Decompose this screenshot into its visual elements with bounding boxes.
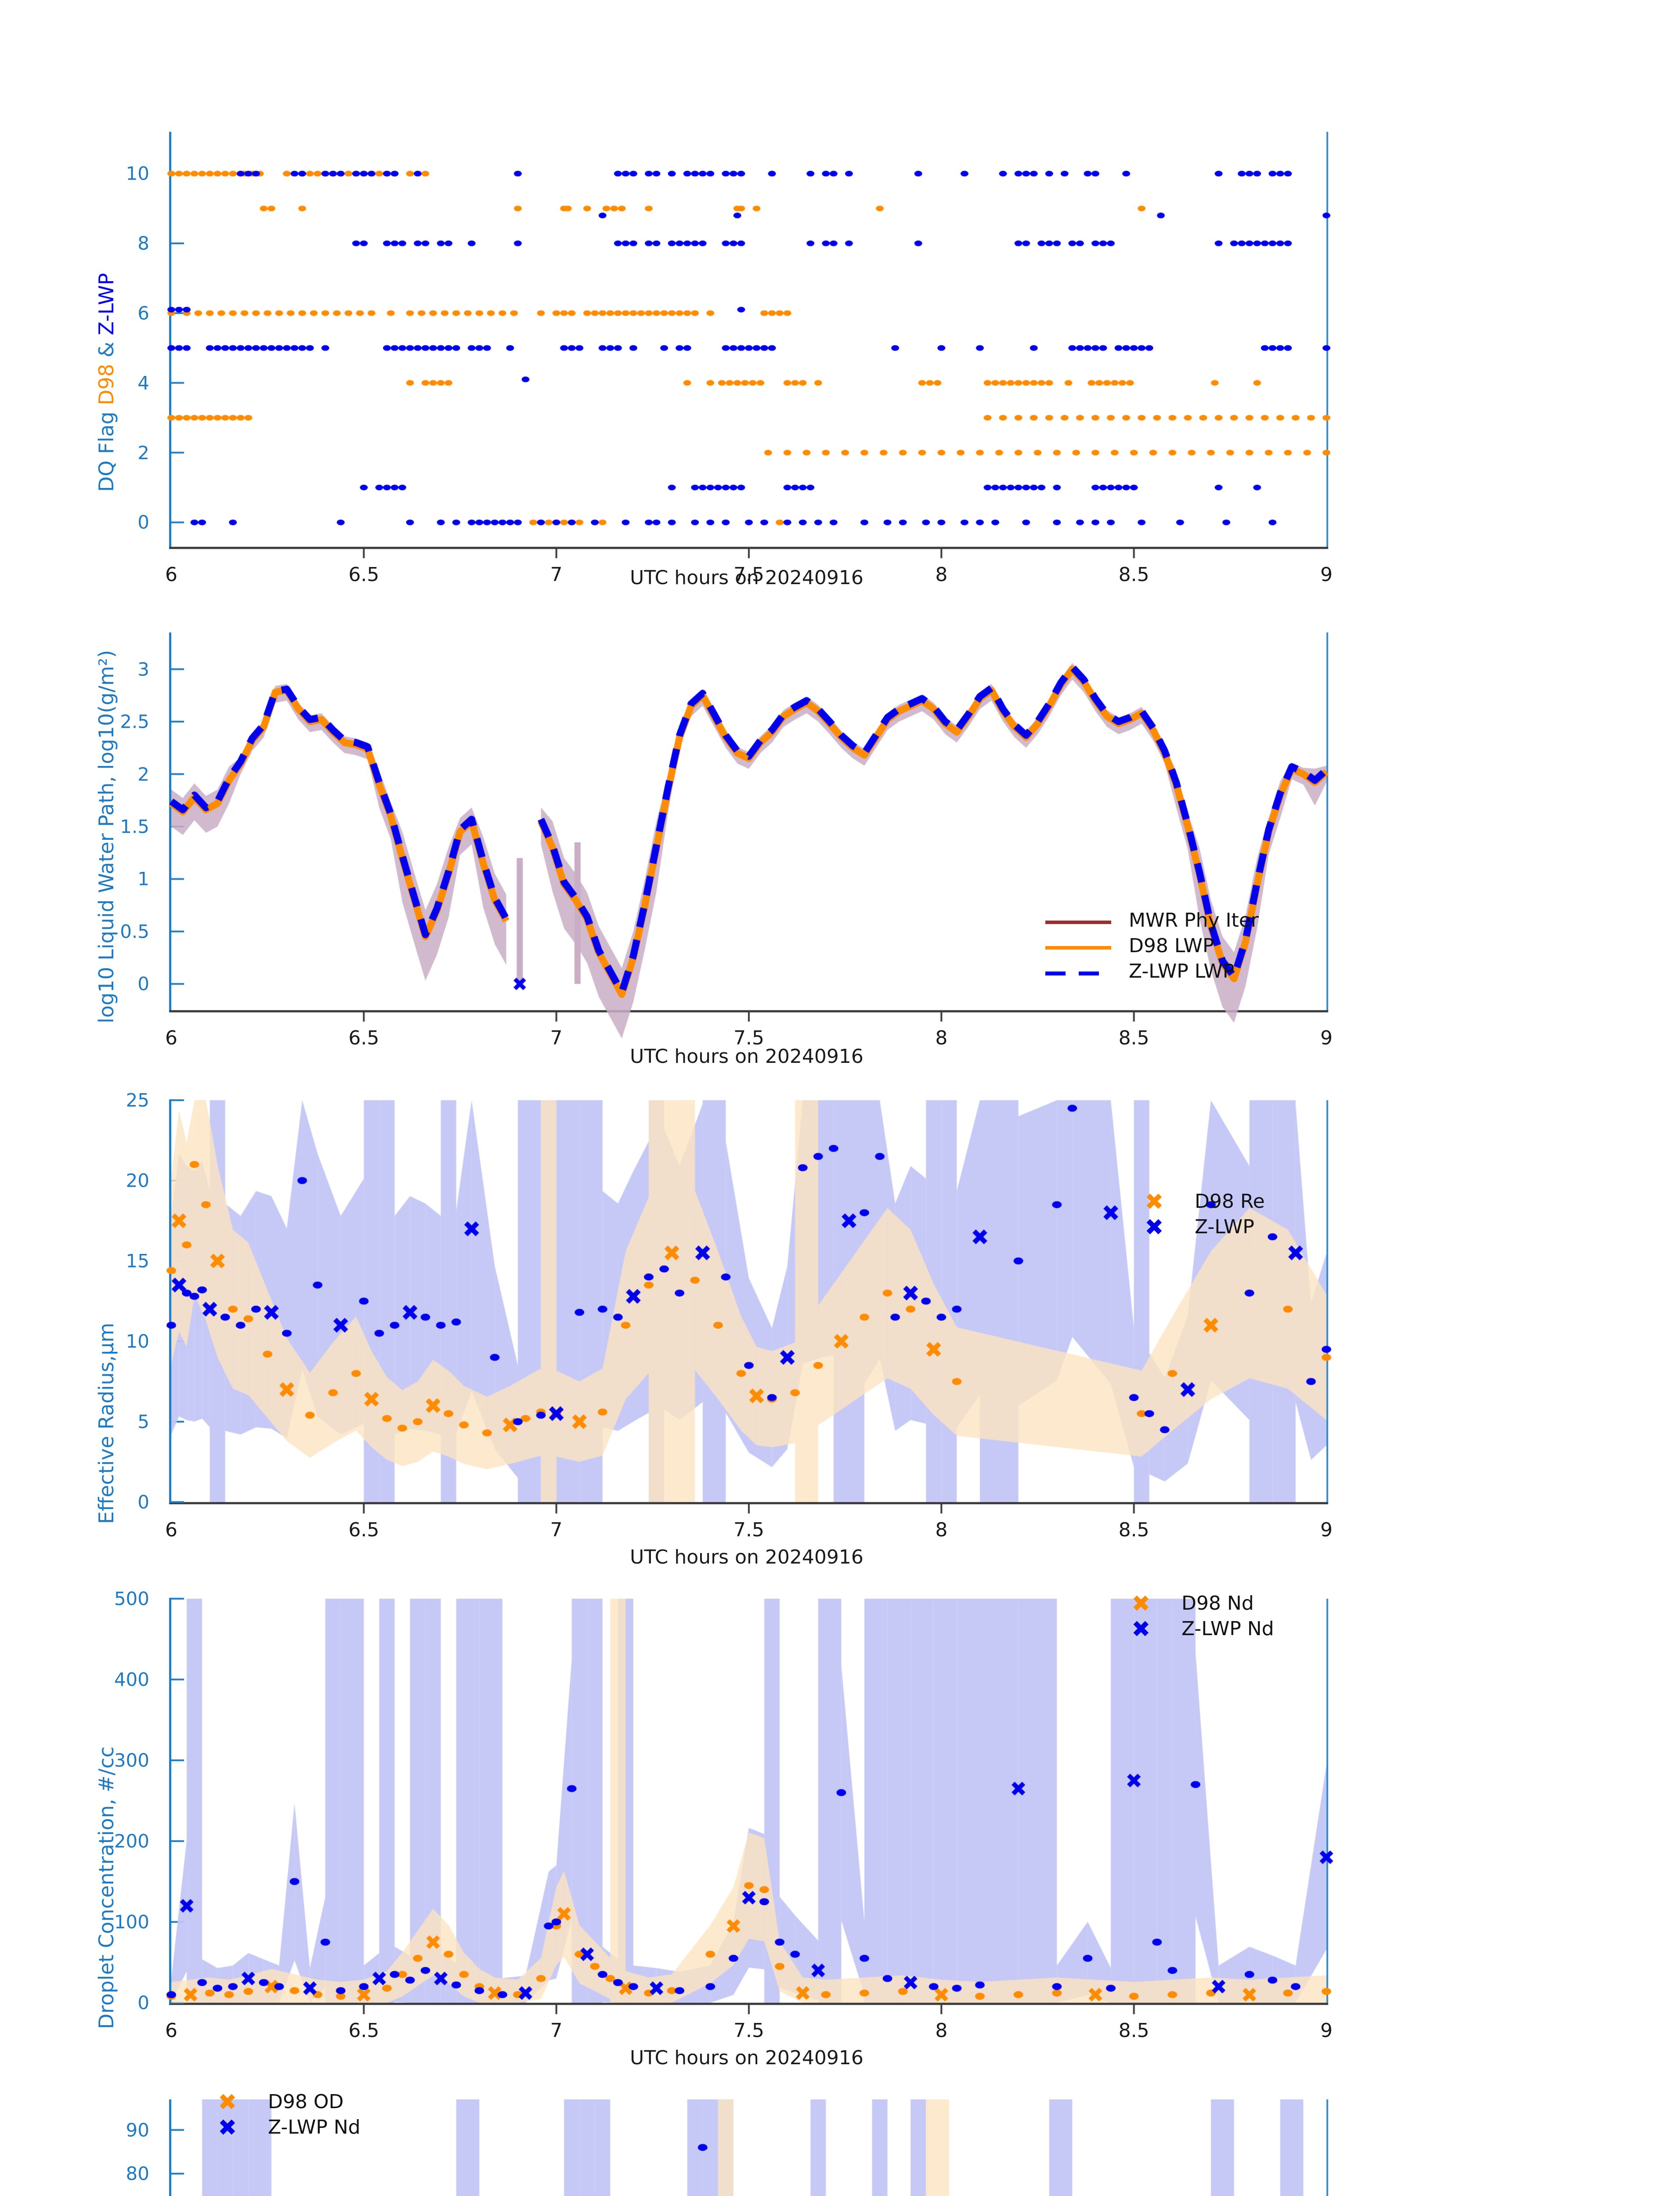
y-tick-label: 6 bbox=[137, 302, 149, 324]
y-tick-label: 20 bbox=[126, 1170, 149, 1192]
x-tick-label: 7.5 bbox=[733, 1519, 764, 1541]
y-tick-label: 1 bbox=[137, 868, 149, 890]
y-tick-label: 10 bbox=[126, 163, 149, 184]
x-tick-label: 8 bbox=[935, 563, 948, 586]
x-tick-label: 7 bbox=[550, 1027, 563, 1049]
panel-dq-flag: DQ Flag D98 & Z-LWP UTC hours on 2024091… bbox=[0, 0, 1680, 615]
x-tick-label: 8.5 bbox=[1118, 2019, 1149, 2042]
y-tick-label: 500 bbox=[114, 1588, 149, 1610]
y-tick-label: 25 bbox=[126, 1089, 149, 1111]
x-tick-label: 7.5 bbox=[733, 563, 764, 586]
mwr-line-swatch bbox=[1045, 921, 1111, 924]
y-tick-label: 0 bbox=[137, 973, 149, 995]
y-tick-label: 2.5 bbox=[120, 711, 149, 733]
panel-lwp: log10 Liquid Water Path, log10(g/m²) UTC… bbox=[0, 602, 1680, 1080]
y-tick-label: 0 bbox=[137, 1992, 149, 2014]
legend-label-mwr: MWR Phy Iter bbox=[1129, 909, 1259, 932]
x-tick-label: 8 bbox=[935, 2019, 948, 2042]
y-tick-label: 0 bbox=[137, 1491, 149, 1513]
y-tick-label: 8 bbox=[137, 232, 149, 254]
legend-label-zlwp-nd: Z-LWP Nd bbox=[1181, 1618, 1274, 1640]
x-tick-label: 7.5 bbox=[733, 2019, 764, 2042]
x-tick-label: 6.5 bbox=[348, 2019, 379, 2042]
legend-label-zlwp-nd-od: Z-LWP Nd bbox=[268, 2116, 361, 2138]
y-tick-label: 200 bbox=[114, 1830, 149, 1852]
legend-label-zlwp-re: Z-LWP bbox=[1195, 1216, 1254, 1238]
x-tick-label: 7 bbox=[550, 2019, 563, 2042]
y-tick-label: 0.5 bbox=[120, 921, 149, 943]
x-tick-label: 8 bbox=[935, 1519, 948, 1541]
panel-droplet-concentration: Droplet Concentration, #/cc UTC hours on… bbox=[94, 1591, 1274, 2069]
y-tick-label: 10 bbox=[126, 1330, 149, 1352]
legend-label-d98-od: D98 OD bbox=[268, 2091, 344, 2113]
panel-optical-depth: Optical Depth UTC hours on 20240916 ✖ D9… bbox=[218, 2089, 361, 2141]
y-tick-label: 1.5 bbox=[120, 816, 149, 838]
x-tick-label: 8.5 bbox=[1118, 1027, 1149, 1049]
x-tick-label: 7.5 bbox=[733, 1027, 764, 1049]
y-tick-label: 400 bbox=[114, 1669, 149, 1690]
x-tick-label: 8.5 bbox=[1118, 1519, 1149, 1541]
y-tick-label: 300 bbox=[114, 1749, 149, 1771]
legend-label-d98-re: D98 Re bbox=[1195, 1190, 1265, 1213]
x-tick-label: 6 bbox=[165, 2019, 177, 2042]
d98-line-swatch bbox=[1045, 946, 1111, 950]
x-tick-label: 7 bbox=[550, 563, 563, 586]
y-tick-label: 80 bbox=[126, 2163, 149, 2185]
zlwp-dash-swatch bbox=[1045, 972, 1111, 975]
x-tick-label: 6 bbox=[165, 563, 177, 586]
x-tick-label: 6 bbox=[165, 1027, 177, 1049]
x-tick-label: 9 bbox=[1320, 563, 1333, 586]
x-tick-label: 9 bbox=[1320, 1027, 1333, 1049]
x-tick-label: 7 bbox=[550, 1519, 563, 1541]
x-tick-label: 8 bbox=[935, 1027, 948, 1049]
x-tick-label: 8.5 bbox=[1118, 563, 1149, 586]
panel-effective-radius: Effective Radius,μm UTC hours on 2024091… bbox=[94, 1189, 1265, 1568]
x-axis-title-dq-flag: UTC hours on 20240916 bbox=[630, 567, 863, 589]
x-tick-label: 9 bbox=[1320, 2019, 1333, 2042]
x-axis-title-droplet-concentration: UTC hours on 20240916 bbox=[630, 2047, 863, 2069]
y-tick-label: 15 bbox=[126, 1250, 149, 1272]
y-tick-label: 0 bbox=[137, 511, 149, 533]
y-tick-label: 2 bbox=[137, 442, 149, 464]
y-tick-label: 4 bbox=[137, 372, 149, 394]
x-tick-label: 6.5 bbox=[348, 1027, 379, 1049]
x-tick-label: 6.5 bbox=[348, 1519, 379, 1541]
y-tick-label: 2 bbox=[137, 763, 149, 785]
x-axis-title-lwp: UTC hours on 20240916 bbox=[630, 1045, 863, 1068]
x-tick-label: 9 bbox=[1320, 1519, 1333, 1541]
y-tick-label: 5 bbox=[137, 1411, 149, 1433]
x-tick-label: 6.5 bbox=[348, 563, 379, 586]
legend-label-d98-nd: D98 Nd bbox=[1181, 1592, 1254, 1614]
legend-label-d98-lwp: D98 LWP bbox=[1129, 935, 1214, 957]
legend-label-zlwp-lwp: Z-LWP LWP bbox=[1129, 960, 1235, 982]
y-tick-label: 3 bbox=[137, 658, 149, 680]
y-tick-label: 90 bbox=[126, 2119, 149, 2141]
y-tick-label: 100 bbox=[114, 1911, 149, 1933]
x-tick-label: 6 bbox=[165, 1519, 177, 1541]
x-axis-title-effective-radius: UTC hours on 20240916 bbox=[630, 1546, 863, 1568]
